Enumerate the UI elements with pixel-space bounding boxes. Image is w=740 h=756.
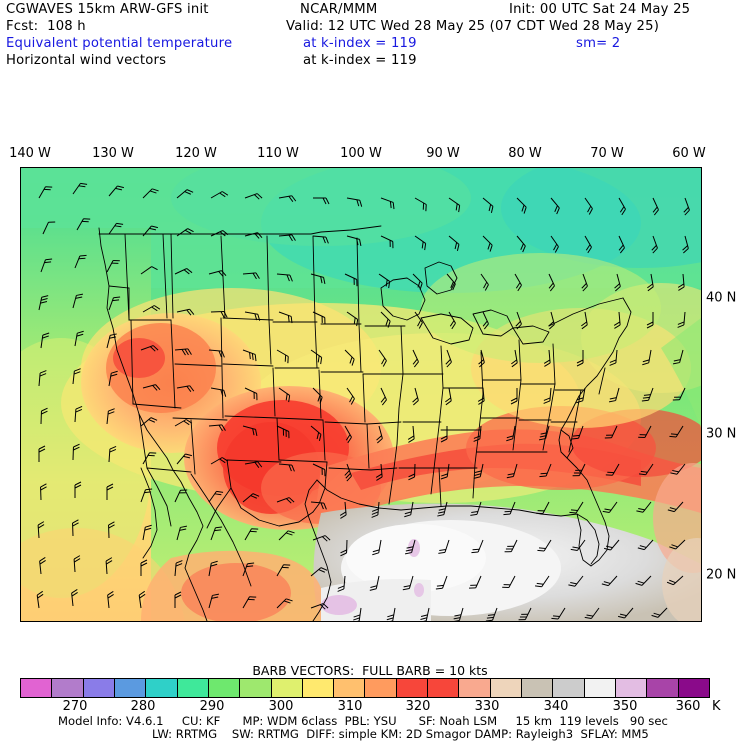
color-scale-cell (459, 679, 491, 697)
lon-tick-label: 60 W (672, 146, 706, 161)
smoothing-label: sm= 2 (576, 36, 621, 51)
color-scale-cell (522, 679, 554, 697)
model-info-row-2: LW: RRTMG SW: RRTMG DIFF: simple KM: 2D … (152, 727, 649, 741)
theta-e-contour-field (21, 168, 701, 621)
color-scale-cell (615, 679, 648, 697)
lon-tick-label: 110 W (257, 146, 299, 161)
color-scale-cell (271, 679, 303, 697)
lat-tick-label: 20 N (706, 567, 737, 583)
color-scale-cell (553, 679, 585, 697)
model-configuration-footer: Model Info: V4.6.1 CU: KF MP: WDM 6class… (0, 714, 740, 741)
color-scale-unit: K (712, 699, 721, 714)
color-scale-cell (208, 679, 241, 697)
model-title: CGWAVES 15km ARW-GFS init (6, 2, 209, 17)
lat-tick-label: 40 N (706, 290, 737, 306)
color-scale-cell (490, 679, 522, 697)
color-scale-cell (52, 679, 84, 697)
lon-tick-label: 70 W (590, 146, 624, 161)
lon-tick-label: 120 W (175, 146, 217, 161)
color-scale-tick-label: 320 (405, 699, 431, 714)
color-scale-tick-label: 280 (130, 699, 156, 714)
map-plot-area[interactable] (20, 167, 702, 622)
color-scale-tick-label: 300 (268, 699, 294, 714)
color-scale-ticks: 270 280 290 300 310 320 330 340 350 360 (0, 699, 740, 715)
model-info-row-1: Model Info: V4.6.1 CU: KF MP: WDM 6class… (58, 714, 668, 728)
color-scale-tick-label: 340 (543, 699, 569, 714)
k-index-field: at k-index = 119 (303, 36, 417, 51)
lon-tick-label: 100 W (340, 146, 382, 161)
k-index-vector: at k-index = 119 (303, 53, 417, 68)
color-scale-cell (365, 679, 397, 697)
field-title: Equivalent potential temperature (6, 36, 233, 51)
lat-tick-label: 30 N (706, 426, 737, 442)
color-scale-cell (678, 679, 709, 697)
color-scale-cell (146, 679, 178, 697)
lon-tick-label: 90 W (426, 146, 460, 161)
color-scale-tick-label: 310 (337, 699, 363, 714)
color-scale-cell (428, 679, 460, 697)
color-scale-tick-label: 330 (474, 699, 500, 714)
longitude-axis: 140 W 130 W 120 W 110 W 100 W 90 W 80 W 70 W 60 … (0, 146, 740, 164)
color-scale-cell (396, 679, 429, 697)
organization-label: NCAR/MMM (300, 2, 378, 17)
header-block: CGWAVES 15km ARW-GFS init Fcst: 108 h Eq… (0, 0, 740, 80)
latitude-axis: 40 N 30 N 20 N (706, 160, 740, 630)
color-scale-cell (302, 679, 335, 697)
map-boundaries (98, 225, 632, 621)
color-scale-tick-label: 290 (199, 699, 225, 714)
color-scale-cell (21, 679, 53, 697)
color-scale-cell (83, 679, 115, 697)
valid-time: Valid: 12 UTC Wed 28 May 25 (07 CDT Wed … (286, 19, 660, 34)
lon-tick-label: 80 W (508, 146, 542, 161)
init-time: Init: 00 UTC Sat 24 May 25 (509, 2, 691, 17)
lon-tick-label: 130 W (92, 146, 134, 161)
vector-title: Horizontal wind vectors (6, 53, 167, 68)
color-scale-cell (114, 679, 147, 697)
color-scale-tick-label: 360 (675, 699, 701, 714)
color-scale-bar (20, 678, 710, 698)
barb-scale-caption: BARB VECTORS: FULL BARB = 10 kts (252, 663, 488, 678)
color-scale-cell (334, 679, 366, 697)
color-scale-cell (177, 679, 209, 697)
color-scale-cell (240, 679, 272, 697)
forecast-hour: Fcst: 108 h (6, 19, 86, 34)
color-scale-cell (584, 679, 616, 697)
lon-tick-label: 140 W (9, 146, 51, 161)
color-scale-cell (647, 679, 679, 697)
color-scale-tick-label: 350 (612, 699, 638, 714)
color-scale-tick-label: 270 (62, 699, 88, 714)
